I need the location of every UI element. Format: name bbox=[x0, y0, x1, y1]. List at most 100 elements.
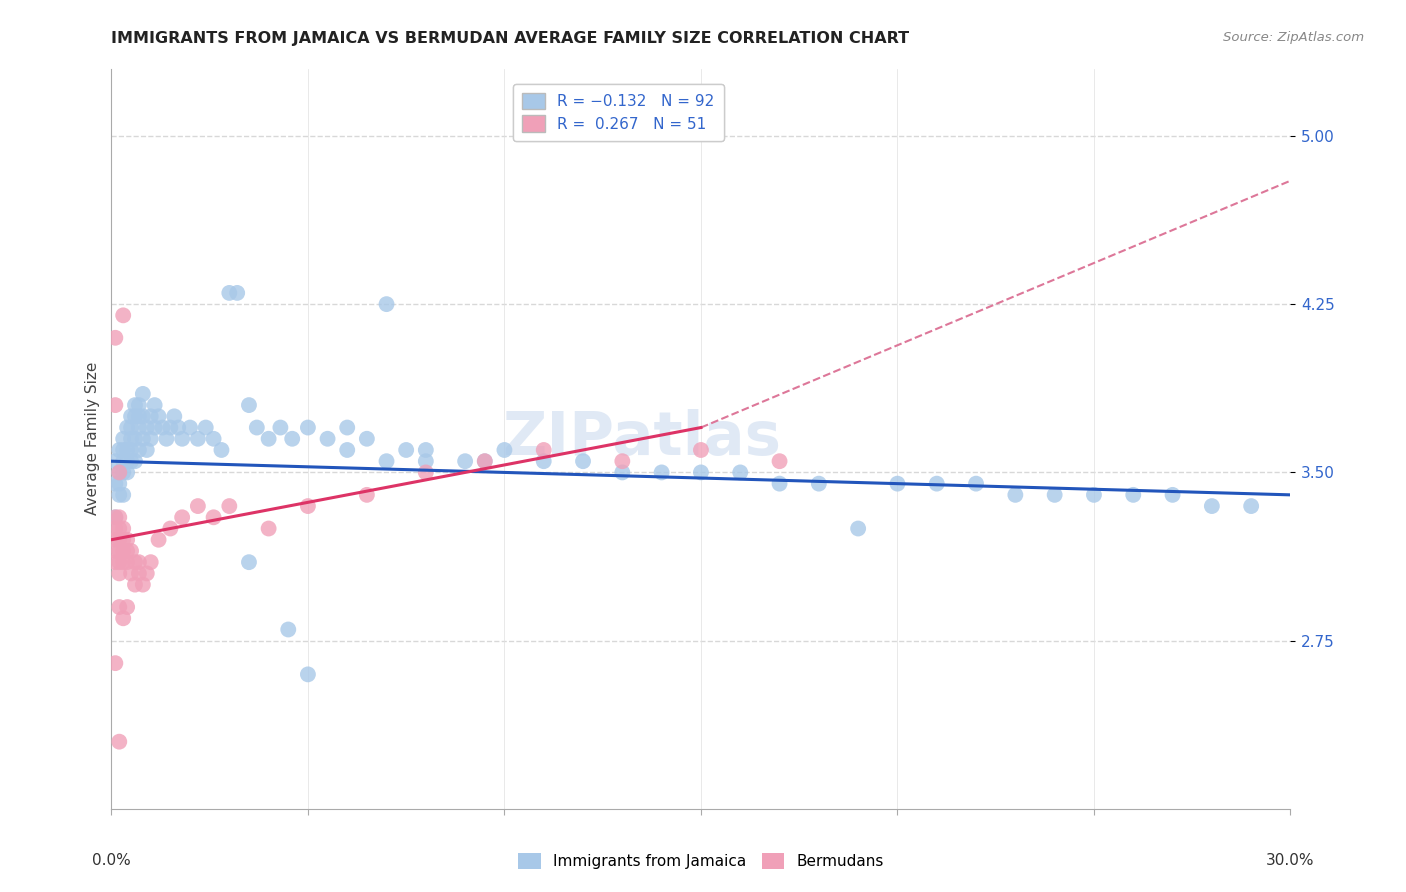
Point bbox=[768, 454, 790, 468]
Point bbox=[474, 454, 496, 468]
Point bbox=[128, 566, 150, 581]
Text: Source: ZipAtlas.com: Source: ZipAtlas.com bbox=[1223, 31, 1364, 45]
Point bbox=[651, 466, 673, 480]
Point bbox=[112, 533, 135, 547]
Point bbox=[135, 442, 157, 457]
Point bbox=[172, 510, 194, 524]
Point bbox=[494, 442, 516, 457]
Point bbox=[172, 432, 194, 446]
Point bbox=[257, 522, 280, 536]
Point bbox=[135, 566, 157, 581]
Point bbox=[112, 611, 135, 625]
Point bbox=[375, 297, 398, 311]
Point bbox=[124, 577, 146, 591]
Point bbox=[108, 466, 131, 480]
Point bbox=[112, 454, 135, 468]
Point bbox=[1083, 488, 1105, 502]
Point bbox=[104, 398, 127, 412]
Point bbox=[104, 510, 127, 524]
Point bbox=[108, 544, 131, 558]
Point bbox=[187, 432, 209, 446]
Point bbox=[108, 488, 131, 502]
Point bbox=[112, 442, 135, 457]
Point bbox=[108, 533, 131, 547]
Point bbox=[124, 409, 146, 424]
Point bbox=[115, 533, 138, 547]
Point bbox=[143, 420, 166, 434]
Point bbox=[533, 442, 555, 457]
Point bbox=[415, 466, 437, 480]
Point bbox=[187, 499, 209, 513]
Point bbox=[886, 476, 908, 491]
Point bbox=[1201, 499, 1223, 513]
Point bbox=[108, 555, 131, 569]
Point bbox=[112, 309, 135, 323]
Point bbox=[112, 544, 135, 558]
Point bbox=[115, 544, 138, 558]
Point bbox=[104, 544, 127, 558]
Point bbox=[115, 600, 138, 615]
Point bbox=[132, 432, 155, 446]
Point bbox=[297, 667, 319, 681]
Point bbox=[108, 442, 131, 457]
Point bbox=[728, 466, 751, 480]
Legend: R = −0.132   N = 92, R =  0.267   N = 51: R = −0.132 N = 92, R = 0.267 N = 51 bbox=[513, 84, 724, 141]
Point bbox=[128, 420, 150, 434]
Point bbox=[124, 555, 146, 569]
Point bbox=[115, 555, 138, 569]
Point bbox=[159, 522, 181, 536]
Point bbox=[132, 409, 155, 424]
Point bbox=[1240, 499, 1263, 513]
Point bbox=[112, 432, 135, 446]
Point bbox=[246, 420, 269, 434]
Point bbox=[120, 544, 142, 558]
Point bbox=[415, 442, 437, 457]
Point bbox=[415, 454, 437, 468]
Point bbox=[1122, 488, 1144, 502]
Point bbox=[104, 555, 127, 569]
Point bbox=[533, 454, 555, 468]
Point bbox=[108, 510, 131, 524]
Point bbox=[128, 442, 150, 457]
Point bbox=[128, 555, 150, 569]
Point bbox=[115, 454, 138, 468]
Point bbox=[226, 285, 249, 300]
Point bbox=[159, 420, 181, 434]
Point bbox=[356, 488, 378, 502]
Point bbox=[104, 476, 127, 491]
Point bbox=[202, 432, 225, 446]
Y-axis label: Average Family Size: Average Family Size bbox=[86, 362, 100, 516]
Point bbox=[194, 420, 217, 434]
Point bbox=[1043, 488, 1066, 502]
Point bbox=[1161, 488, 1184, 502]
Point bbox=[108, 600, 131, 615]
Point bbox=[395, 442, 418, 457]
Point bbox=[112, 466, 135, 480]
Point bbox=[108, 522, 131, 536]
Point bbox=[148, 533, 170, 547]
Point bbox=[120, 420, 142, 434]
Point bbox=[218, 285, 240, 300]
Point bbox=[297, 420, 319, 434]
Point bbox=[108, 566, 131, 581]
Point bbox=[612, 466, 634, 480]
Point bbox=[163, 409, 186, 424]
Point bbox=[115, 420, 138, 434]
Point bbox=[179, 420, 201, 434]
Point bbox=[336, 442, 359, 457]
Text: ZIPatlas: ZIPatlas bbox=[502, 409, 782, 468]
Point bbox=[356, 432, 378, 446]
Point bbox=[454, 454, 477, 468]
Point bbox=[115, 442, 138, 457]
Point bbox=[155, 432, 177, 446]
Point bbox=[128, 398, 150, 412]
Text: IMMIGRANTS FROM JAMAICA VS BERMUDAN AVERAGE FAMILY SIZE CORRELATION CHART: IMMIGRANTS FROM JAMAICA VS BERMUDAN AVER… bbox=[111, 31, 910, 46]
Point bbox=[1004, 488, 1026, 502]
Point bbox=[612, 454, 634, 468]
Point bbox=[115, 466, 138, 480]
Point bbox=[120, 442, 142, 457]
Point bbox=[139, 432, 162, 446]
Point bbox=[120, 432, 142, 446]
Point bbox=[120, 566, 142, 581]
Point bbox=[112, 555, 135, 569]
